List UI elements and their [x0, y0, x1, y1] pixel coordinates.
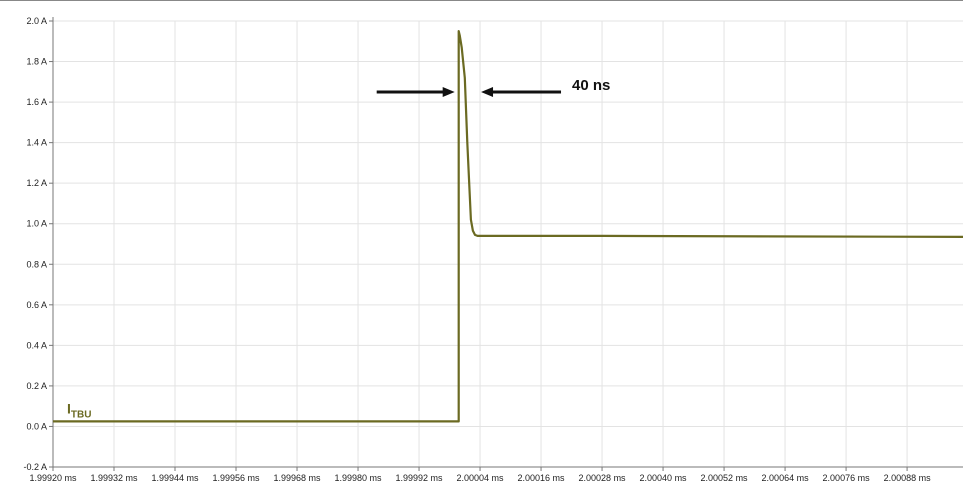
- y-tick-label: -0.2 A: [23, 462, 47, 472]
- series-label: ITBU: [67, 400, 91, 420]
- y-tick-label: 0.8 A: [26, 259, 47, 269]
- annotation-text: 40 ns: [572, 77, 610, 94]
- x-tick-label: 1.99980 ms: [335, 473, 383, 483]
- grid: [52, 20, 963, 468]
- x-tick-label: 1.99992 ms: [396, 473, 444, 483]
- x-tick-label: 1.99944 ms: [151, 473, 199, 483]
- y-tick-label: 1.2 A: [26, 178, 47, 188]
- y-tick-label: 1.6 A: [26, 97, 47, 107]
- x-tick-label: 1.99968 ms: [274, 473, 322, 483]
- x-tick-label: 2.00064 ms: [762, 473, 810, 483]
- annotation-arrow-right-head: [481, 86, 494, 97]
- x-tick-label: 2.00004 ms: [457, 473, 505, 483]
- series-layer: [53, 30, 963, 423]
- series-label-main: I: [67, 400, 71, 416]
- x-tick-label: 1.99920 ms: [29, 473, 77, 483]
- y-tick-label: 0.4 A: [26, 340, 47, 350]
- y-tick-label: 1.8 A: [26, 57, 47, 67]
- x-tick-label: 2.00040 ms: [640, 473, 688, 483]
- x-tick-label: 2.00088 ms: [884, 473, 932, 483]
- y-tick-label: 2.0 A: [26, 16, 47, 26]
- x-tick-label: 2.00052 ms: [701, 473, 749, 483]
- x-tick-label: 1.99932 ms: [90, 473, 138, 483]
- y-tick-label: 0.0 A: [26, 421, 47, 431]
- series-label-subscript: TBU: [71, 409, 92, 420]
- series-line: [53, 30, 963, 423]
- annotation-arrow-left-head: [442, 86, 455, 97]
- y-tick-label: 1.0 A: [26, 219, 47, 229]
- y-tick-label: 0.2 A: [26, 381, 47, 391]
- series-label-layer: ITBU: [67, 400, 91, 420]
- x-tick-label: 2.00016 ms: [518, 473, 566, 483]
- y-tick-label: 1.4 A: [26, 138, 47, 148]
- x-tick-label: 2.00028 ms: [579, 473, 627, 483]
- annotation-layer: 40 ns: [376, 77, 610, 97]
- x-tick-label: 2.00076 ms: [823, 473, 871, 483]
- y-tick-label: 0.6 A: [26, 300, 47, 310]
- axes: -0.2 A 0.0 A 0.2 A 0.4 A 0.6 A 0.8 A 1.0 A 1.2 …: [23, 16, 963, 483]
- x-tick-label: 1.99956 ms: [213, 473, 261, 483]
